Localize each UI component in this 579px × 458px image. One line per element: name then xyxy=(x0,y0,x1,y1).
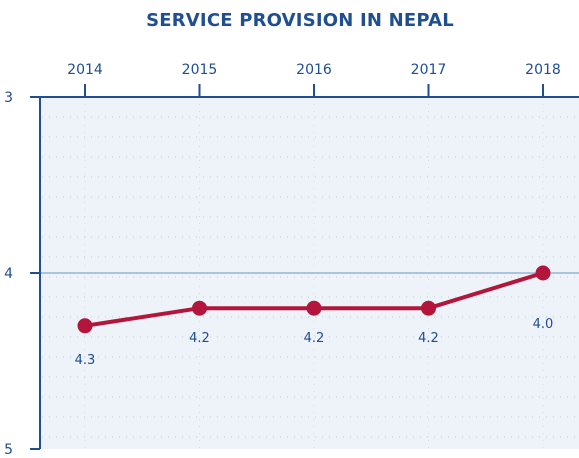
data-label: 4.0 xyxy=(533,317,554,332)
data-point xyxy=(421,300,436,316)
y-tick-label: 4 xyxy=(4,266,13,282)
chart-title: SERVICE PROVISION IN NEPAL xyxy=(146,10,454,31)
data-point xyxy=(306,300,322,316)
x-tick-label: 2015 xyxy=(182,62,218,78)
data-label: 4.2 xyxy=(418,331,439,346)
data-point xyxy=(535,265,551,281)
x-axis-ticks: 2014 2015 2016 2017 2018 xyxy=(67,62,561,97)
data-point xyxy=(192,300,207,316)
x-tick-label: 2016 xyxy=(296,62,332,78)
y-tick-label: 5 xyxy=(4,442,13,458)
data-points xyxy=(77,265,551,334)
data-label: 4.2 xyxy=(189,331,210,346)
data-label: 4.2 xyxy=(304,331,325,346)
y-tick-label: 3 xyxy=(4,90,13,106)
x-tick-label: 2017 xyxy=(411,62,447,78)
y-axis-ticks: 3 4 5 xyxy=(4,90,40,458)
data-point xyxy=(77,318,93,334)
x-tick-label: 2018 xyxy=(525,62,561,78)
data-label: 4.3 xyxy=(75,353,96,368)
x-tick-label: 2014 xyxy=(67,62,103,78)
data-labels: 4.3 4.2 4.2 4.2 4.0 xyxy=(75,317,554,368)
